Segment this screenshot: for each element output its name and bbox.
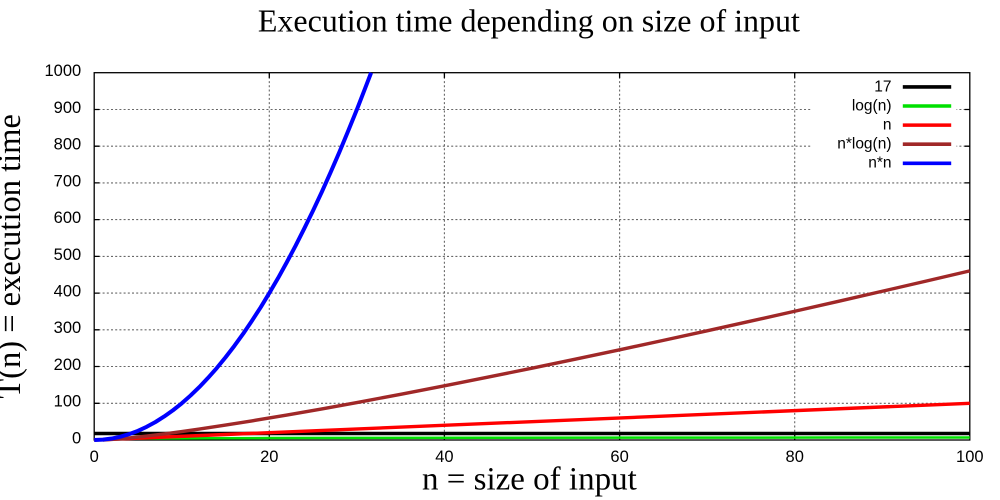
svg-text:1000: 1000 <box>44 62 81 80</box>
svg-text:log(n): log(n) <box>852 97 892 114</box>
svg-text:200: 200 <box>54 356 82 374</box>
svg-text:40: 40 <box>435 448 453 466</box>
svg-text:0: 0 <box>72 429 81 447</box>
svg-text:100: 100 <box>54 393 82 411</box>
svg-text:Execution time depending on si: Execution time depending on size of inpu… <box>258 3 800 39</box>
svg-text:20: 20 <box>260 448 278 466</box>
svg-text:80: 80 <box>786 448 804 466</box>
svg-text:500: 500 <box>54 246 82 264</box>
svg-text:600: 600 <box>54 209 82 227</box>
svg-text:60: 60 <box>610 448 628 466</box>
svg-text:T(n) = execution time: T(n) = execution time <box>0 114 28 399</box>
svg-text:400: 400 <box>54 283 82 301</box>
svg-text:800: 800 <box>54 136 82 154</box>
svg-text:n: n <box>883 117 892 134</box>
svg-text:17: 17 <box>874 78 891 95</box>
svg-text:300: 300 <box>54 319 82 337</box>
svg-text:n*log(n): n*log(n) <box>837 136 891 153</box>
svg-text:n*n: n*n <box>868 155 891 172</box>
svg-text:900: 900 <box>54 99 82 117</box>
svg-text:100: 100 <box>956 448 984 466</box>
svg-text:0: 0 <box>90 448 99 466</box>
svg-text:n = size of input: n = size of input <box>422 462 637 498</box>
svg-text:700: 700 <box>54 172 82 190</box>
